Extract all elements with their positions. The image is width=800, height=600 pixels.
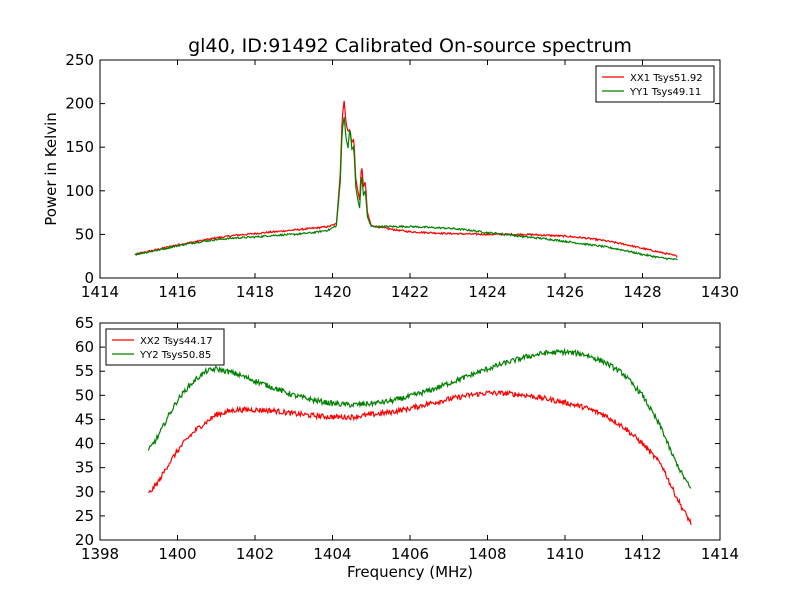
bottom-x-tick-label: 1414 — [701, 545, 739, 563]
bottom-panel: 1398 1400 1402 1404 1406 1408 1410 1412 1414 20 2… — [75, 314, 739, 581]
bottom-legend-label-xx2: XX2 Tsys44.17 — [140, 336, 213, 347]
bottom-y-tick-label: 20 — [75, 531, 94, 549]
bottom-y-tick-label: 55 — [75, 362, 94, 380]
top-legend-box — [595, 65, 715, 103]
bottom-legend-label-yy2: YY2 Tsys50.85 — [139, 350, 211, 361]
bottom-x-tick-label: 1404 — [313, 545, 351, 563]
top-y-tick-label: 200 — [65, 95, 94, 113]
bottom-y-tick-label: 35 — [75, 459, 94, 477]
bottom-series-line-1 — [147, 347, 692, 489]
top-x-tick-label: 1426 — [546, 283, 584, 301]
bottom-y-tick-label: 25 — [75, 507, 94, 525]
bottom-y-tick-label: 45 — [75, 410, 94, 428]
top-x-tick-label: 1418 — [236, 283, 274, 301]
bottom-y-tick-label: 60 — [75, 338, 94, 356]
top-series-line-0 — [134, 100, 678, 258]
bottom-x-tick-label: 1412 — [623, 545, 661, 563]
bottom-y-tick-label: 30 — [75, 483, 94, 501]
top-x-tick-label: 1420 — [313, 283, 351, 301]
bottom-y-tick-label: 40 — [75, 435, 94, 453]
top-y-tick-label: 50 — [75, 225, 94, 243]
bottom-x-tick-label: 1406 — [391, 545, 429, 563]
bottom-series-line-0 — [148, 389, 692, 525]
top-panel: 1414 1416 1418 1420 1422 1424 1426 1428 1430 0 50… — [42, 51, 739, 301]
top-y-tick-label: 0 — [84, 269, 94, 287]
bottom-x-tick-label: 1398 — [81, 545, 119, 563]
top-legend-label-yy1: YY1 Tsys49.11 — [629, 87, 701, 98]
top-x-tick-label: 1414 — [81, 283, 119, 301]
bottom-legend: XX2 Tsys44.17 YY2 Tsys50.85 — [105, 328, 225, 366]
top-x-tick-label: 1422 — [391, 283, 429, 301]
top-y-axis-label: Power in Kelvin — [42, 112, 60, 226]
bottom-x-tick-label: 1408 — [468, 545, 506, 563]
top-legend: XX1 Tsys51.92 YY1 Tsys49.11 — [595, 65, 715, 103]
bottom-legend-box — [105, 328, 225, 366]
top-series-line-1 — [134, 116, 678, 261]
bottom-y-tick-label: 50 — [75, 386, 94, 404]
top-x-tick-label: 1428 — [623, 283, 661, 301]
bottom-y-tick-label: 65 — [75, 314, 94, 332]
bottom-x-axis-label: Frequency (MHz) — [347, 563, 473, 581]
bottom-x-tick-label: 1402 — [236, 545, 274, 563]
top-y-tick-label: 150 — [65, 138, 94, 156]
top-y-tick-label: 100 — [65, 182, 94, 200]
top-legend-label-xx1: XX1 Tsys51.92 — [630, 73, 703, 84]
top-x-tick-label: 1430 — [701, 283, 739, 301]
top-x-tick-label: 1424 — [468, 283, 506, 301]
bottom-x-tick-label: 1400 — [158, 545, 196, 563]
bottom-x-tick-label: 1410 — [546, 545, 584, 563]
chart-title: gl40, ID:91492 Calibrated On-source spec… — [188, 35, 632, 57]
top-x-tick-label: 1416 — [158, 283, 196, 301]
top-y-tick-label: 250 — [65, 51, 94, 69]
